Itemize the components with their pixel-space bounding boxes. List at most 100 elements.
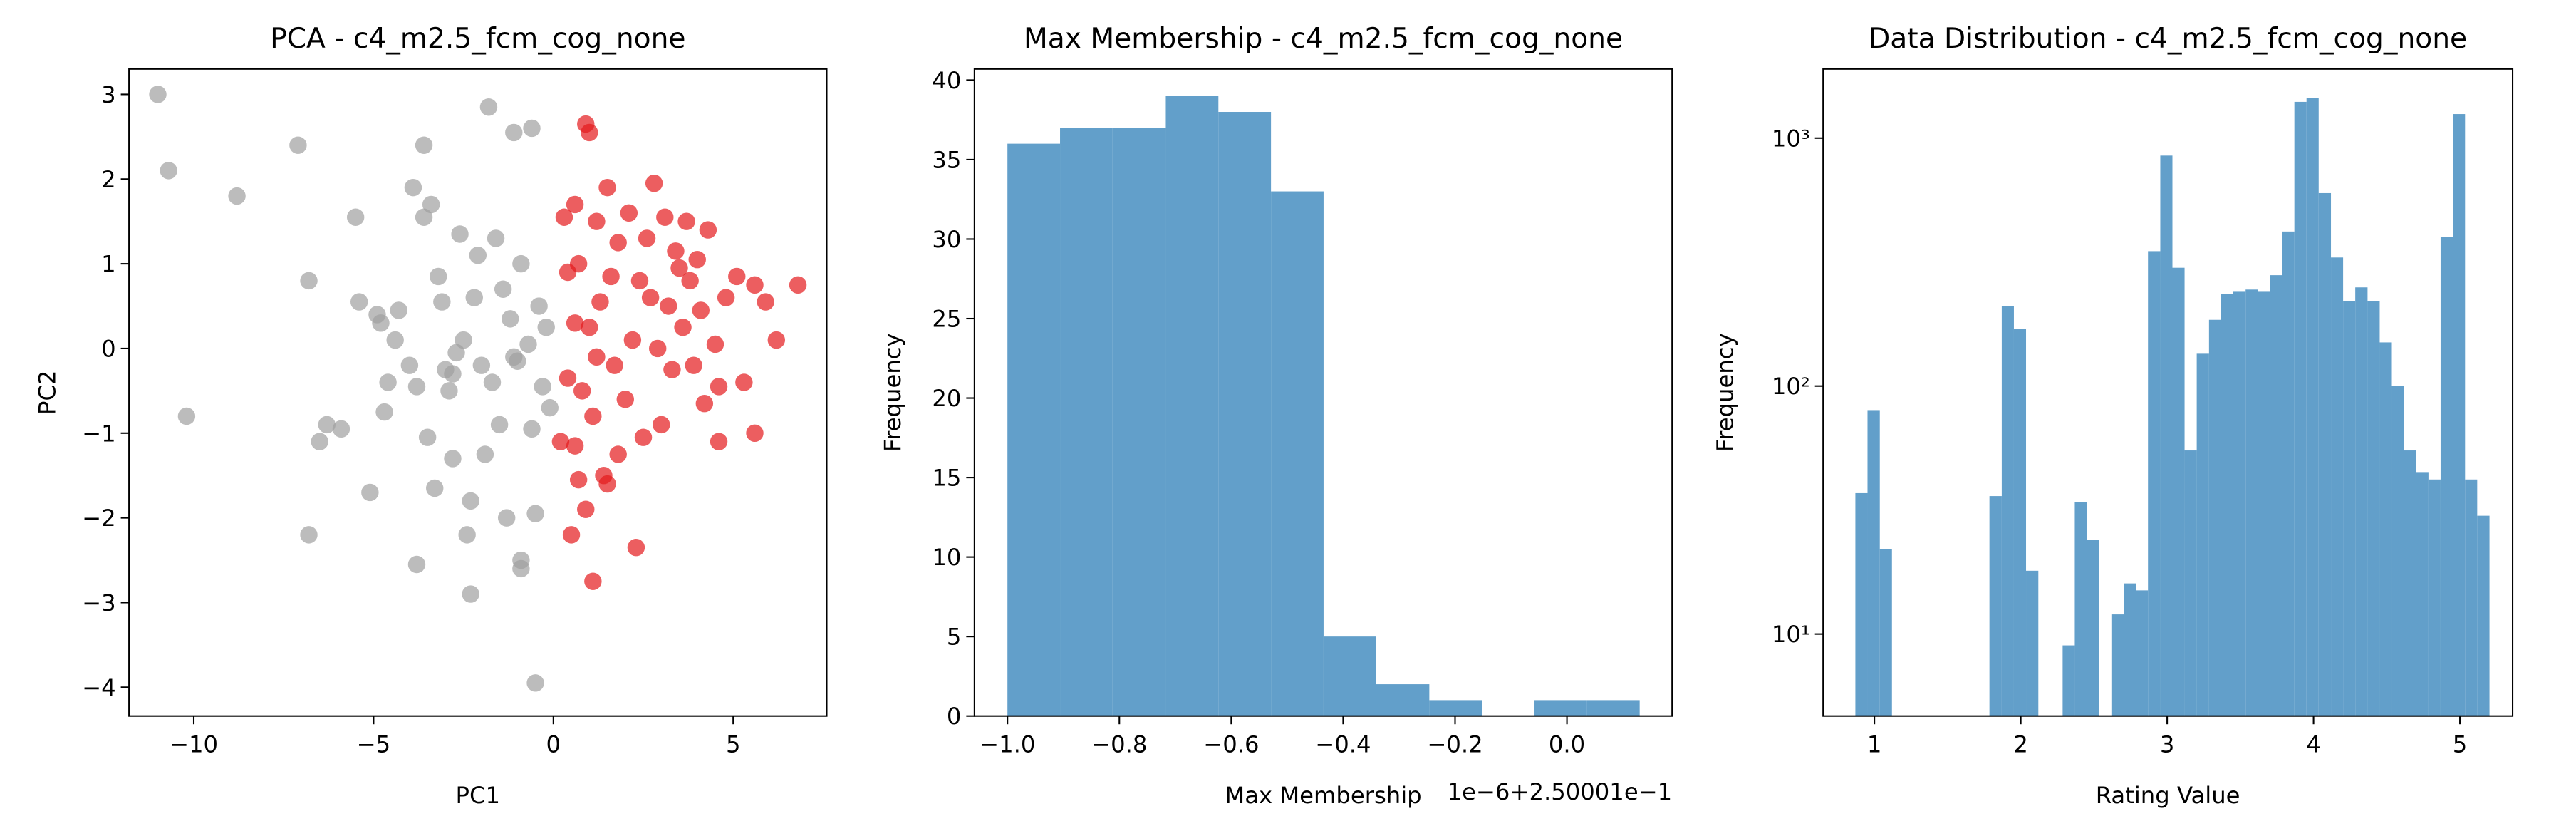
- point: [490, 416, 509, 434]
- point: [706, 335, 724, 353]
- point: [407, 378, 426, 396]
- bar: [2440, 237, 2453, 716]
- point: [444, 365, 462, 383]
- point: [476, 445, 494, 463]
- point: [746, 276, 764, 294]
- y-tick-label: 10³: [1772, 125, 1810, 152]
- point: [289, 136, 307, 154]
- point: [519, 335, 537, 353]
- bar: [2074, 502, 2087, 716]
- bar: [1879, 549, 1892, 716]
- point: [735, 373, 753, 391]
- x-axis-label: Max Membership: [1225, 782, 1421, 809]
- y-axis-label: Frequency: [879, 333, 906, 452]
- y-tick-label: −1: [82, 420, 116, 447]
- point: [526, 505, 544, 522]
- axes-frame: [128, 68, 828, 717]
- y-tick-label: 5: [947, 624, 962, 651]
- bar: [2196, 353, 2209, 716]
- y-tick-label: −3: [82, 589, 116, 616]
- point: [606, 356, 623, 374]
- point: [649, 339, 667, 358]
- point: [386, 331, 404, 349]
- bar: [2416, 472, 2429, 716]
- point: [451, 225, 469, 243]
- bar: [1855, 492, 1868, 716]
- point: [541, 398, 559, 417]
- point: [688, 250, 706, 269]
- bar: [1534, 700, 1587, 716]
- point: [681, 272, 699, 290]
- bar: [2465, 479, 2478, 716]
- y-tick-label: 2: [101, 166, 116, 193]
- point: [465, 289, 483, 306]
- bar: [2062, 645, 2075, 716]
- bar: [2453, 114, 2466, 716]
- bar: [1989, 496, 2002, 716]
- point: [526, 674, 544, 692]
- point: [300, 272, 318, 290]
- point: [523, 119, 541, 138]
- point: [375, 403, 393, 421]
- y-axis-label: Frequency: [1711, 333, 1738, 452]
- bar: [1867, 410, 1880, 716]
- bar: [1060, 128, 1113, 716]
- y-tick-label: 3: [101, 81, 116, 108]
- point: [505, 123, 523, 142]
- point: [667, 242, 685, 260]
- x-axis-label: Rating Value: [2096, 782, 2240, 809]
- point: [566, 195, 584, 214]
- point: [505, 348, 523, 366]
- bar: [1165, 96, 1219, 716]
- point: [660, 297, 677, 315]
- point: [483, 373, 502, 391]
- point: [415, 208, 433, 226]
- point: [569, 470, 588, 489]
- y-tick-label: 10¹: [1772, 621, 1810, 648]
- x-axis-label: PC1: [456, 782, 500, 809]
- point: [462, 492, 479, 510]
- bar: [2343, 301, 2356, 716]
- x-tick-label: 0.0: [1549, 731, 1585, 758]
- bar: [2318, 192, 2332, 716]
- point: [523, 420, 541, 438]
- x-tick-label: 4: [2306, 731, 2321, 758]
- y-tick-label: 0: [947, 703, 962, 730]
- point: [598, 178, 616, 197]
- point: [789, 276, 807, 294]
- point: [455, 331, 472, 349]
- point: [653, 416, 670, 434]
- x-tick-label: 2: [2013, 731, 2028, 758]
- point: [379, 373, 397, 391]
- bar: [2391, 386, 2404, 716]
- point: [627, 538, 645, 557]
- point: [497, 509, 516, 527]
- bar: [2087, 540, 2099, 716]
- bar: [1007, 143, 1061, 716]
- y-tick-label: 10: [932, 544, 961, 571]
- point: [717, 289, 735, 306]
- point: [695, 394, 714, 413]
- point: [746, 424, 764, 442]
- y-tick-label: 25: [932, 306, 961, 333]
- point: [472, 356, 491, 374]
- y-tick-label: 40: [932, 67, 961, 94]
- point: [581, 123, 598, 142]
- bar: [2379, 342, 2392, 716]
- point: [674, 319, 692, 336]
- point: [623, 331, 642, 349]
- bar: [2026, 570, 2039, 716]
- point: [300, 526, 318, 544]
- point: [677, 212, 695, 230]
- point: [634, 428, 653, 446]
- bar: [2001, 306, 2014, 716]
- point: [566, 314, 584, 332]
- bar: [2404, 450, 2416, 716]
- bar: [2184, 450, 2197, 716]
- bar: [2245, 289, 2258, 716]
- point: [512, 559, 530, 578]
- point: [400, 356, 419, 374]
- point: [530, 297, 548, 315]
